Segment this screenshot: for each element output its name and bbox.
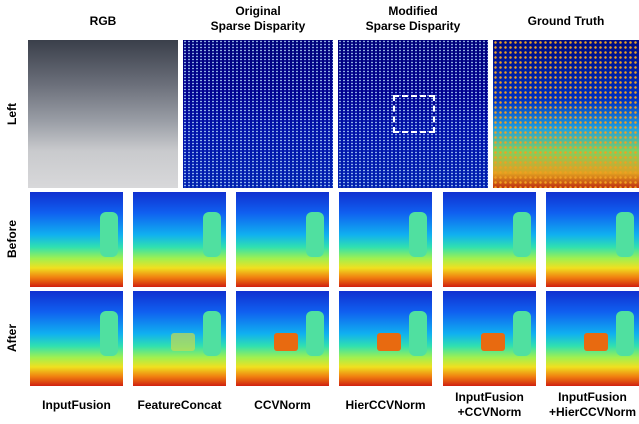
highlight-box [393, 95, 435, 133]
object [306, 311, 324, 356]
method-label: FeatureConcat [125, 398, 234, 412]
artifact [481, 333, 505, 351]
column-header: Ground Truth [493, 14, 639, 28]
artifact [377, 333, 401, 351]
row-label: Before [5, 209, 19, 269]
object [409, 212, 427, 257]
artifact [584, 333, 608, 351]
method-label: HierCCVNorm [331, 398, 440, 412]
method-label: CCVNorm [228, 398, 337, 412]
row-label: Left [5, 84, 19, 144]
image [493, 40, 639, 188]
object [616, 212, 634, 257]
object [513, 212, 531, 257]
column-header: Sparse Disparity [338, 19, 488, 33]
column-header: Original [183, 4, 333, 18]
object [100, 311, 118, 356]
method-label: InputFusion [538, 390, 639, 404]
column-header: Modified [338, 4, 488, 18]
object [513, 311, 531, 356]
artifact [171, 333, 195, 351]
page: RGBOriginalSparse DisparityModifiedSpars… [0, 0, 639, 424]
object [306, 212, 324, 257]
object [409, 311, 427, 356]
method-label: +CCVNorm [435, 405, 544, 419]
image [183, 40, 333, 188]
column-header: Sparse Disparity [183, 19, 333, 33]
row-label: After [5, 308, 19, 368]
image [28, 40, 178, 188]
object [616, 311, 634, 356]
object [203, 311, 221, 356]
method-label: +HierCCVNorm [538, 405, 639, 419]
method-label: InputFusion [22, 398, 131, 412]
method-label: InputFusion [435, 390, 544, 404]
object [203, 212, 221, 257]
object [100, 212, 118, 257]
column-header: RGB [28, 14, 178, 28]
artifact [274, 333, 298, 351]
